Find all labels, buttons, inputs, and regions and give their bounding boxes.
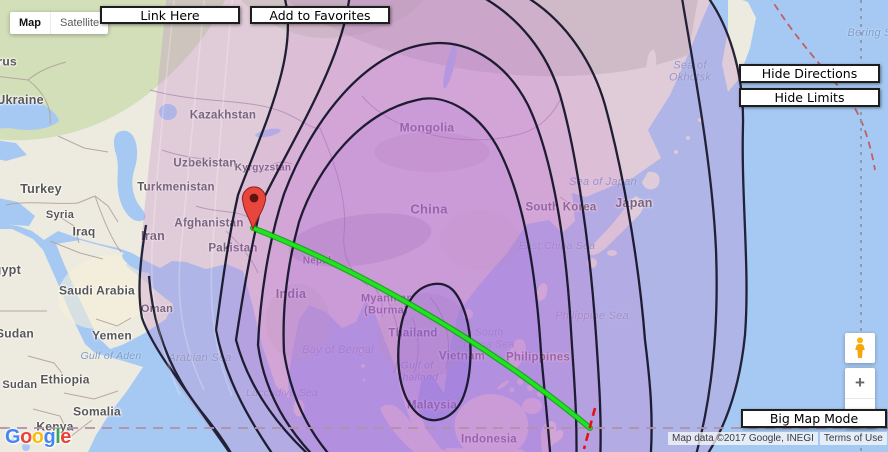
relief-arabian-desert — [57, 255, 153, 329]
add-to-favorites-button[interactable]: Add to Favorites — [250, 6, 390, 24]
map-data-attribution: Map data ©2017 Google, INEGI — [668, 432, 818, 445]
google-logo-letter: e — [60, 426, 71, 448]
map-type-map-button[interactable]: Map — [19, 17, 41, 29]
relief-gobi — [374, 132, 490, 172]
google-logo-letter: g — [43, 426, 56, 448]
country-borders — [0, 61, 132, 438]
link-here-button[interactable]: Link Here — [100, 6, 240, 24]
vegetation-china — [440, 210, 520, 270]
map-attribution: Map data ©2017 Google, INEGI Terms of Us… — [668, 432, 887, 445]
vegetation-seasia — [377, 293, 473, 377]
map-type-satellite-button[interactable]: Satellite — [50, 12, 108, 34]
google-logo-letter: G — [5, 426, 21, 448]
location-marker-pin[interactable] — [241, 186, 267, 231]
zoom-in-button[interactable]: + — [855, 372, 865, 392]
google-logo-letter: o — [31, 426, 44, 448]
google-logo-letter: l — [55, 426, 61, 448]
terms-of-use-link[interactable]: Terms of Use — [819, 432, 887, 445]
big-map-mode-button[interactable]: Big Map Mode — [741, 409, 887, 428]
street-view-pegman-button[interactable] — [845, 333, 875, 363]
hide-limits-button[interactable]: Hide Limits — [739, 88, 880, 107]
vegetation-northwest — [0, 0, 226, 141]
vegetation-india — [266, 284, 330, 360]
google-logo[interactable]: Google — [5, 426, 71, 449]
hide-directions-button[interactable]: Hide Directions — [739, 64, 880, 83]
map-type-control: Map Satellite — [10, 12, 109, 34]
landmass-africa — [0, 229, 143, 452]
google-logo-letter: o — [20, 426, 32, 448]
pegman-icon — [855, 337, 865, 358]
